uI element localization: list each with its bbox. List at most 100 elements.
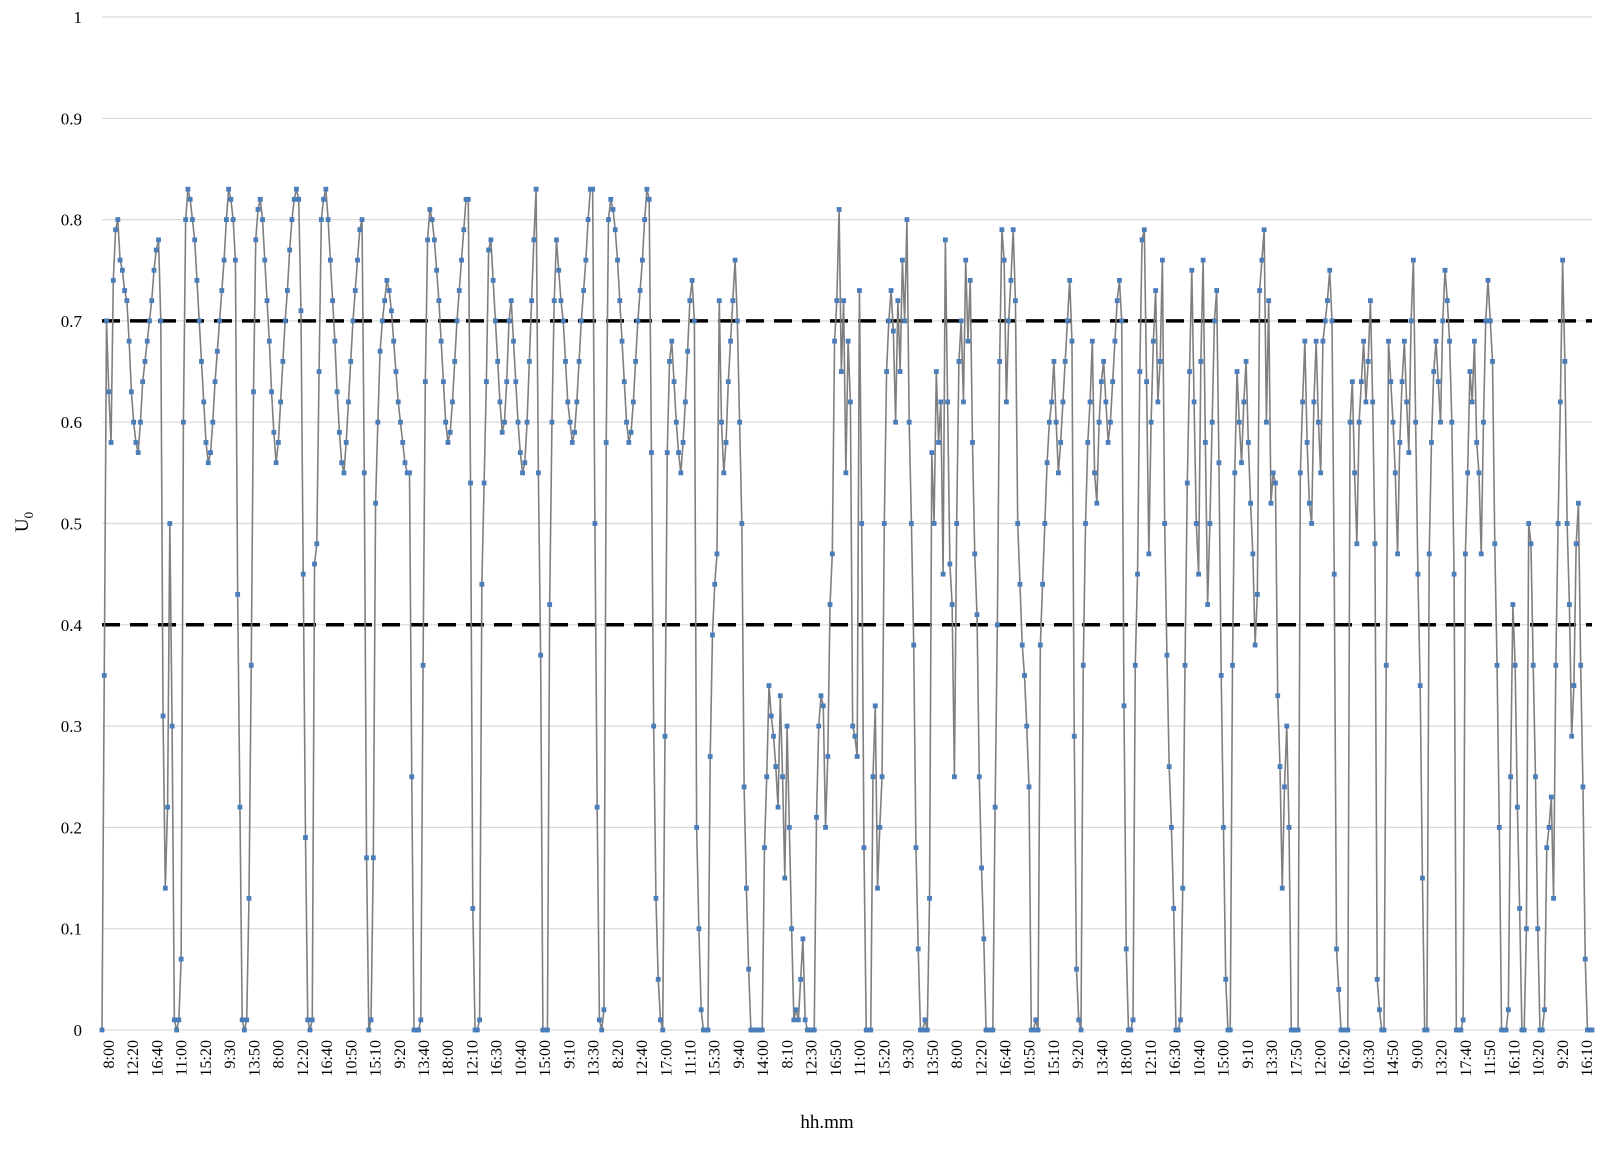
data-point [628, 429, 634, 435]
data-point [456, 288, 462, 293]
data-point [1492, 541, 1498, 547]
data-point [565, 399, 571, 405]
data-point [1008, 277, 1014, 283]
data-point [323, 186, 329, 192]
series-line [101, 188, 1592, 1031]
data-point [1356, 419, 1362, 425]
data-point [375, 419, 381, 425]
data-point [599, 1027, 605, 1033]
data-point [1462, 551, 1468, 557]
data-point [1155, 399, 1161, 405]
x-tick-label: 10:50 [343, 1040, 360, 1076]
data-point [1363, 399, 1369, 405]
data-point [506, 318, 512, 324]
data-point [1162, 521, 1168, 526]
data-point [1001, 257, 1007, 263]
data-point [789, 926, 795, 932]
data-point [1227, 1027, 1233, 1033]
x-tick-label: 12:40 [634, 1040, 651, 1076]
data-point [922, 1017, 928, 1023]
data-point [639, 257, 645, 263]
data-point [1510, 602, 1516, 607]
data-point [816, 723, 822, 729]
data-point [386, 288, 392, 293]
x-tick-label: 17:00 [658, 1040, 675, 1076]
data-point [1390, 419, 1396, 425]
data-point [350, 318, 356, 324]
data-point [1110, 379, 1116, 385]
data-point [1236, 419, 1242, 425]
data-point [158, 318, 164, 324]
data-point [1377, 1007, 1382, 1013]
data-point [1270, 470, 1276, 476]
data-point [746, 966, 752, 972]
data-point [1060, 399, 1066, 405]
data-point [1451, 571, 1457, 577]
data-point [1121, 703, 1127, 709]
data-point [508, 298, 514, 304]
data-point [1392, 470, 1398, 476]
data-point [1024, 723, 1030, 729]
data-point [346, 399, 351, 405]
data-point [854, 754, 860, 759]
data-point [217, 318, 222, 324]
data-point [784, 723, 790, 729]
data-point [327, 257, 333, 263]
data-point [235, 592, 241, 597]
x-tick-label: 13:40 [1094, 1040, 1111, 1076]
data-point [685, 348, 690, 354]
data-point [651, 723, 657, 729]
data-point [653, 895, 659, 901]
data-point [1438, 419, 1443, 425]
data-point [832, 338, 837, 344]
data-point [1505, 1007, 1511, 1013]
data-point [140, 379, 146, 385]
x-tick-label: 16:30 [489, 1040, 506, 1076]
data-point [1300, 399, 1305, 405]
data-point [621, 379, 627, 385]
data-point [465, 196, 471, 202]
data-point [1015, 521, 1021, 526]
x-tick-label: 9:20 [1070, 1040, 1087, 1068]
data-point [1184, 480, 1190, 486]
data-point [398, 419, 403, 425]
data-point [1046, 419, 1052, 425]
data-point [1087, 399, 1093, 405]
data-point [149, 298, 155, 304]
data-point [649, 450, 654, 455]
x-tick-label: 15:00 [537, 1040, 554, 1076]
data-point [1320, 338, 1326, 344]
data-point [1361, 338, 1367, 344]
x-tick-label: 12:30 [804, 1040, 821, 1076]
x-tick-label: 12:10 [464, 1040, 481, 1076]
data-point [1349, 379, 1355, 385]
data-point [825, 754, 831, 759]
data-point [610, 207, 616, 212]
data-point [1119, 318, 1125, 324]
data-point [522, 460, 528, 466]
data-point [151, 267, 157, 273]
data-point [1539, 1027, 1545, 1033]
data-point [1078, 1027, 1084, 1033]
data-point [1123, 946, 1129, 952]
data-point [110, 277, 116, 283]
data-point [361, 470, 367, 476]
data-point [1306, 500, 1312, 506]
data-point [890, 328, 896, 334]
data-point [1004, 399, 1009, 405]
data-point [181, 419, 186, 425]
data-point [1295, 1027, 1301, 1033]
x-tick-label: 10:50 [1022, 1040, 1039, 1076]
data-point [244, 1017, 250, 1023]
data-point [223, 217, 229, 222]
data-point [226, 186, 232, 192]
data-point [1465, 470, 1471, 476]
data-point [942, 237, 948, 243]
data-point [841, 298, 847, 304]
data-point [1076, 1017, 1082, 1023]
data-point [1365, 359, 1371, 364]
data-point [567, 419, 573, 425]
data-point [287, 247, 293, 253]
y-tick-label: 0 [74, 1021, 83, 1040]
data-point [814, 814, 819, 820]
